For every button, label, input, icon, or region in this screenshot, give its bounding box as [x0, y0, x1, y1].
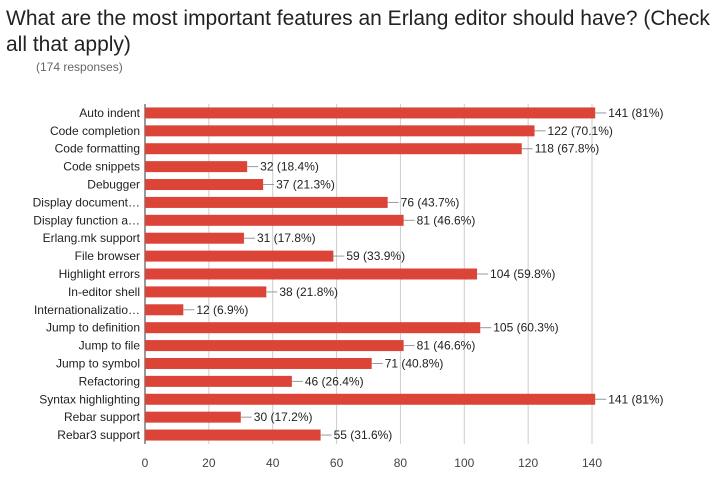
bar	[145, 357, 372, 369]
category-label: In-editor shell	[68, 285, 140, 299]
data-label: 32 (18.4%)	[260, 160, 319, 174]
category-label: File browser	[75, 249, 140, 263]
data-label: 104 (59.8%)	[490, 267, 555, 281]
bar	[145, 411, 241, 423]
data-label: 55 (31.6%)	[334, 428, 393, 442]
data-label: 59 (33.9%)	[346, 249, 405, 263]
category-label: Code formatting	[55, 142, 140, 156]
data-label: 76 (43.7%)	[401, 195, 460, 209]
category-label: Internationalizatio…	[34, 303, 140, 317]
category-label: Code snippets	[63, 160, 140, 174]
category-label: Rebar3 support	[57, 428, 140, 442]
x-tick-label: 80	[394, 456, 408, 470]
category-label: Display function a…	[33, 213, 140, 227]
data-label: 38 (21.8%)	[279, 285, 338, 299]
x-tick-label: 0	[142, 456, 149, 470]
bar	[145, 125, 535, 137]
category-label: Display document…	[33, 195, 140, 209]
x-tick-label: 120	[518, 456, 538, 470]
bar	[145, 286, 267, 298]
x-tick-label: 40	[266, 456, 280, 470]
bar	[145, 340, 404, 352]
x-tick-label: 60	[330, 456, 344, 470]
bar	[145, 179, 264, 191]
x-tick-label: 20	[202, 456, 216, 470]
data-label: 141 (81%)	[608, 392, 663, 406]
data-label: 12 (6.9%)	[196, 303, 248, 317]
bar	[145, 393, 596, 405]
bar	[145, 232, 244, 244]
data-label: 122 (70.1%)	[548, 124, 613, 138]
bar	[145, 250, 334, 262]
bar	[145, 375, 292, 387]
data-label: 81 (46.6%)	[417, 339, 476, 353]
data-label: 105 (60.3%)	[493, 321, 558, 335]
data-label: 71 (40.8%)	[385, 356, 444, 370]
bar	[145, 143, 522, 155]
bar	[145, 322, 481, 334]
data-label: 37 (21.3%)	[276, 178, 335, 192]
data-label: 81 (46.6%)	[417, 213, 476, 227]
data-label: 46 (26.4%)	[305, 374, 364, 388]
chart-title: What are the most important features an …	[6, 7, 710, 56]
bar	[145, 107, 596, 119]
bar	[145, 214, 404, 226]
category-label: Auto indent	[79, 106, 140, 120]
data-label: 118 (67.8%)	[535, 142, 599, 156]
category-label: Jump to symbol	[56, 356, 140, 370]
bar	[145, 268, 478, 280]
data-label: 31 (17.8%)	[257, 231, 316, 245]
bar	[145, 196, 388, 208]
x-tick-label: 100	[454, 456, 474, 470]
category-label: Jump to file	[79, 339, 141, 353]
category-label: Syntax highlighting	[39, 392, 140, 406]
data-label: 141 (81%)	[608, 106, 663, 120]
category-label: Debugger	[87, 178, 140, 192]
response-count: (174 responses)	[36, 60, 123, 74]
category-label: Rebar support	[64, 410, 141, 424]
data-label: 30 (17.2%)	[254, 410, 313, 424]
category-label: Jump to definition	[46, 321, 140, 335]
x-tick-label: 140	[582, 456, 602, 470]
bar	[145, 304, 184, 316]
category-label: Highlight errors	[59, 267, 140, 281]
bar	[145, 429, 321, 441]
category-label: Refactoring	[79, 374, 140, 388]
category-label: Erlang.mk support	[43, 231, 141, 245]
category-label: Code completion	[50, 124, 140, 138]
bar	[145, 161, 248, 173]
